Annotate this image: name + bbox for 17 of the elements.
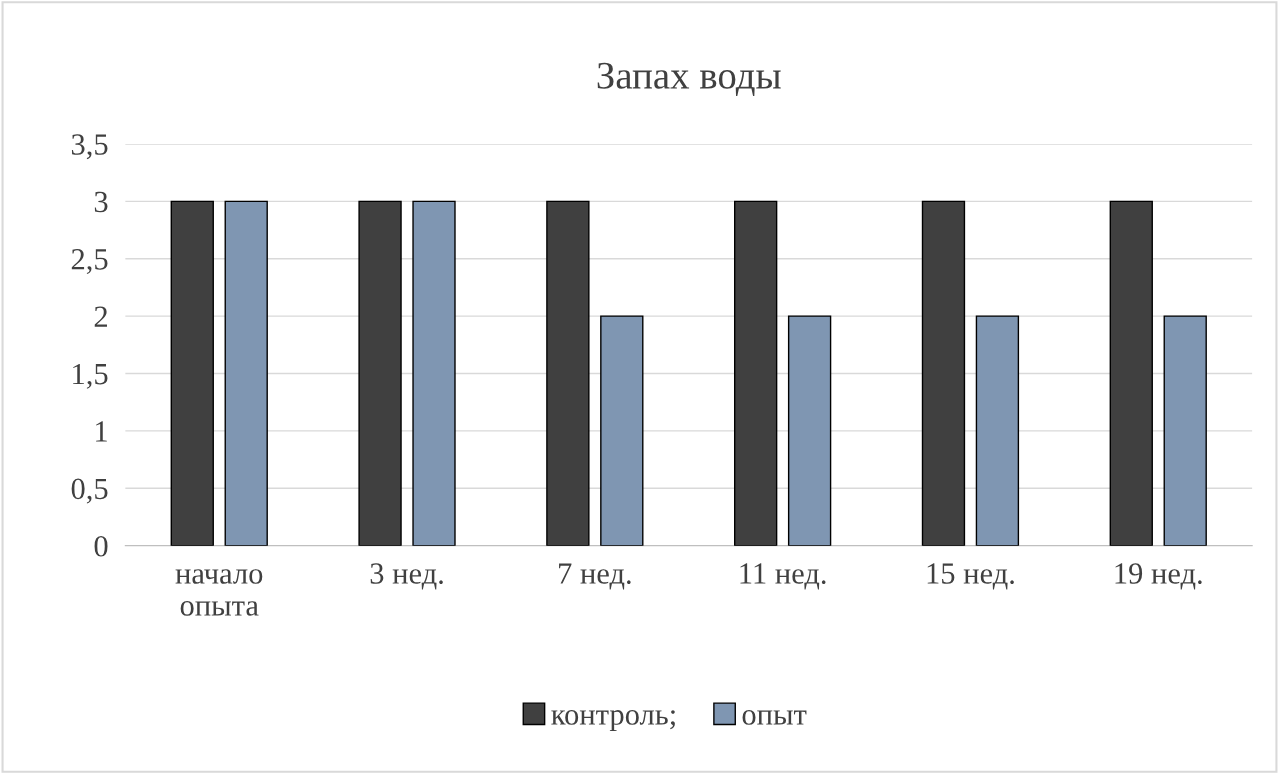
x-tick-label: 11 нед. [740,563,826,590]
x-tick-label: 3 нед. [370,563,443,590]
y-tick-label: 0 [94,535,108,557]
x-tick-label: 7 нед. [559,563,631,590]
y-tick-label: 2,5 [71,249,108,275]
y-tick-label: 3 [94,191,108,213]
legend-label: опыт [742,710,807,725]
y-tick-label: 1,5 [73,363,108,389]
y-tick-label: 1 [96,421,107,442]
x-tick-label: начало опыта [175,569,263,616]
x-tick-label: 15 нед. [927,563,1014,590]
chart-title: Запах воды [597,62,781,96]
y-tick-label: 3,5 [71,134,108,160]
y-tick-label: 2 [94,306,107,327]
legend-label: контроль; [551,710,675,732]
x-tick-label: 19 нед. [1115,563,1202,590]
y-tick-label: 0,5 [71,478,108,504]
